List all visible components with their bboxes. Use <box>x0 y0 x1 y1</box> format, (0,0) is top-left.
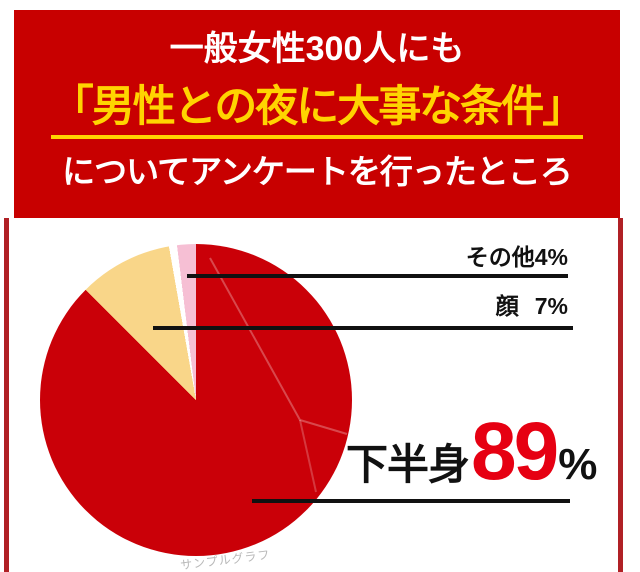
slice-label-other-name: その他 <box>465 244 535 270</box>
headline-line3: についてアンケートを行ったところ <box>62 153 573 190</box>
slice-label-main-unit: % <box>558 440 598 489</box>
slice-label-main-value: 89 <box>471 406 559 497</box>
headline-line1: 一般女性300人にも <box>169 30 465 68</box>
slice-label-other-pct: 4% <box>534 244 568 270</box>
slice-label-main: 下半身 89 % <box>346 406 598 497</box>
callout-line-other <box>187 274 568 278</box>
headline-line2: 「男性との夜に大事な条件」 <box>14 86 620 139</box>
slice-label-other: その他4% <box>400 244 568 270</box>
headline-line2-text: 「男性との夜に大事な条件」 <box>50 86 585 139</box>
slice-label-main-name: 下半身 <box>346 441 470 488</box>
header-banner: 一般女性300人にも 「男性との夜に大事な条件」 についてアンケートを行ったとこ… <box>14 10 620 218</box>
callout-line-face <box>153 326 573 330</box>
slice-label-face-name: 顔 <box>495 293 519 319</box>
callout-line-main <box>252 499 570 503</box>
slice-label-face: 顔 7% <box>400 293 568 319</box>
slice-label-face-pct: 7% <box>534 293 568 319</box>
pie-chart <box>40 244 352 556</box>
